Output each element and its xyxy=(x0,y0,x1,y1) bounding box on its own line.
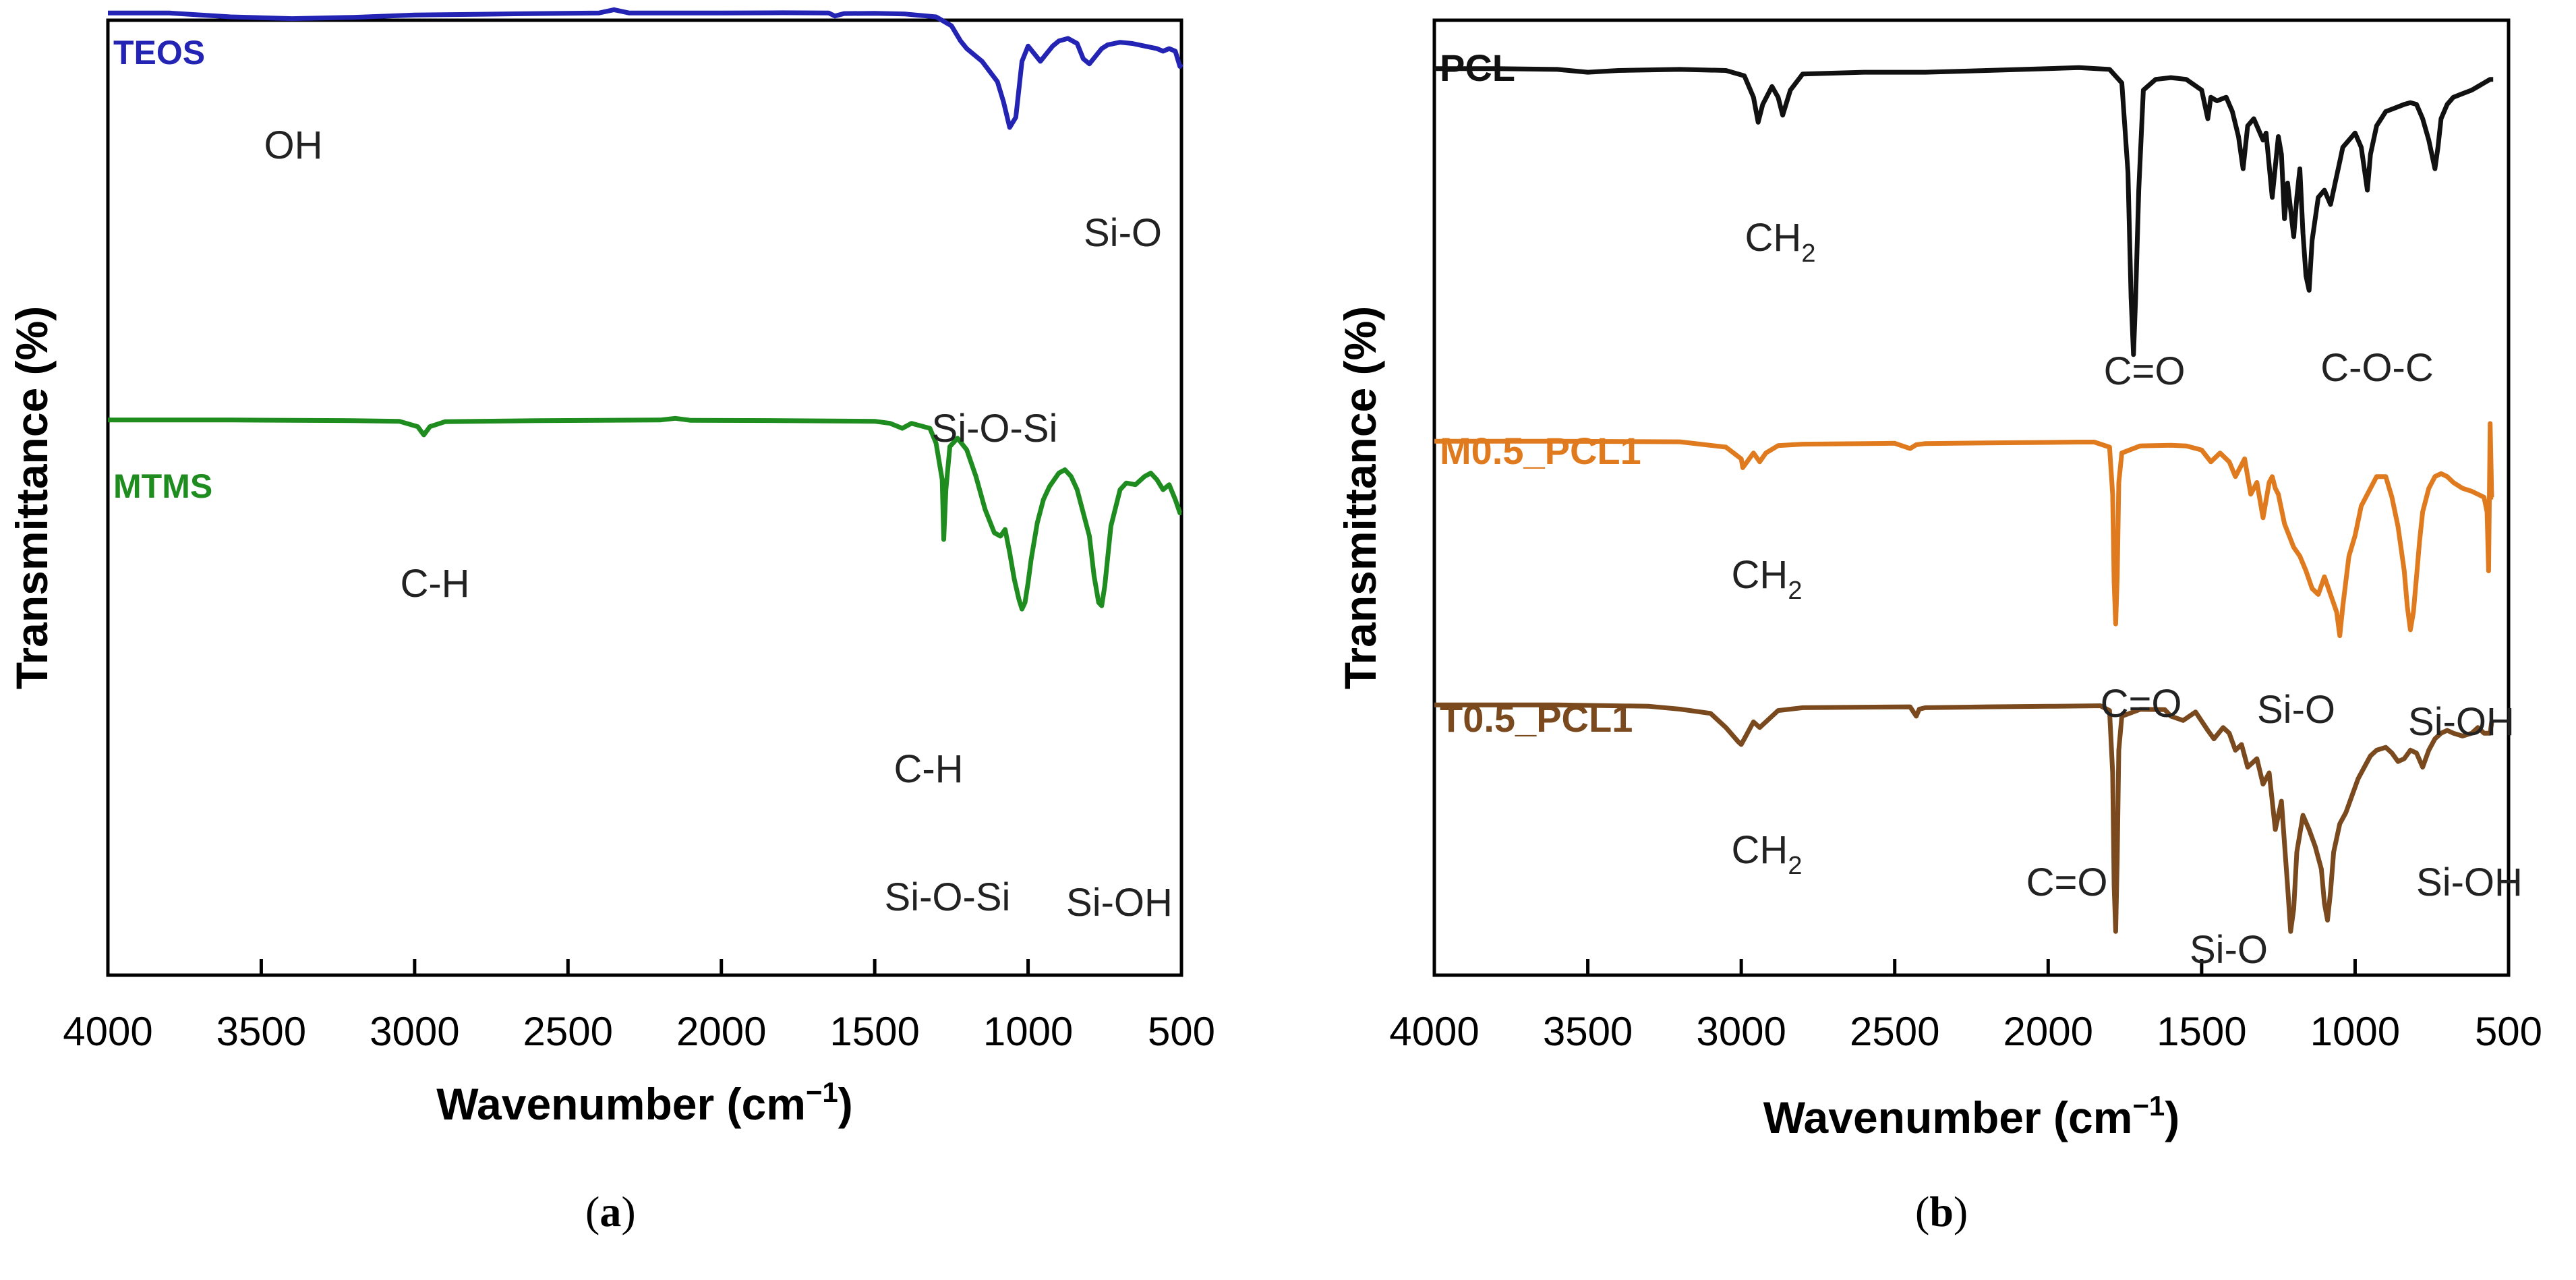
peak-annotation: C=O xyxy=(2101,682,2182,726)
panel-b-chart: 4000 3500 3000 2500 2000 1500 1000 500 Wavenumbe… xyxy=(1335,18,2542,1142)
peak-annotation: OH xyxy=(264,123,323,167)
series-line-m0-5-pcl1 xyxy=(1434,421,2494,639)
series-line-mtms xyxy=(108,415,1183,612)
y-axis-label: Transmittance (%) xyxy=(1335,306,1385,689)
series-line-teos xyxy=(108,7,1183,130)
y-axis-label: Transmittance (%) xyxy=(7,306,57,689)
series-label: MTMS xyxy=(113,467,212,505)
x-axis-label: Wavenumber (cm−1) xyxy=(1763,1090,2180,1142)
plot-frame xyxy=(1432,18,2511,977)
series-line-pcl xyxy=(1434,65,2494,357)
peak-annotation: CH2 xyxy=(1732,828,1803,880)
panel-label-a: (a) xyxy=(585,1188,636,1235)
x-tick-label: 2500 xyxy=(523,1009,613,1054)
x-tick-label: 2500 xyxy=(1850,1009,1939,1054)
x-tick-label: 3500 xyxy=(216,1009,306,1054)
peak-annotation: CH2 xyxy=(1745,216,1816,268)
peak-annotation: C-H xyxy=(400,562,469,606)
x-tick-label: 2000 xyxy=(2003,1009,2093,1054)
peak-annotation: Si-O xyxy=(2257,688,2335,732)
x-tick-label: 4000 xyxy=(63,1009,152,1054)
x-tick-label: 2000 xyxy=(676,1009,766,1054)
x-tick-label: 1500 xyxy=(829,1009,919,1054)
x-tick-label: 4000 xyxy=(1389,1009,1479,1054)
peak-annotation: C-H xyxy=(894,747,963,791)
peak-annotation: Si-OH xyxy=(1066,881,1173,925)
peak-annotation: Si-OH xyxy=(2408,700,2515,744)
peak-annotation: C=O xyxy=(2026,861,2108,904)
series-line-t0-5-pcl1 xyxy=(1434,702,2494,934)
series-label: PCL xyxy=(1440,47,1515,89)
peak-annotation: Si-O-Si xyxy=(885,875,1011,919)
series-label: TEOS xyxy=(113,34,205,71)
peak-annotation: Si-O-Si xyxy=(932,407,1058,450)
series-label: T0.5_PCL1 xyxy=(1440,697,1633,740)
x-tick-label: 3500 xyxy=(1543,1009,1633,1054)
x-tick-label: 3000 xyxy=(370,1009,459,1054)
peak-annotation: Si-O xyxy=(2190,928,2268,972)
x-tick-label: 3000 xyxy=(1696,1009,1786,1054)
peak-annotation: Si-O xyxy=(1084,211,1162,255)
panel-label-b: (b) xyxy=(1915,1188,1968,1235)
x-tick-label: 500 xyxy=(2475,1009,2542,1054)
x-tick-label: 1000 xyxy=(2310,1009,2400,1054)
peak-annotation: C-O-C xyxy=(2320,346,2434,390)
x-tick-label: 1000 xyxy=(983,1009,1073,1054)
panel-a-chart: 4000 3500 3000 2500 2000 1500 1000 500 Wavenumbe… xyxy=(7,7,1215,1129)
peak-annotation: Si-OH xyxy=(2416,861,2523,904)
plot-frame xyxy=(106,18,1183,977)
x-axis-label: Wavenumber (cm−1) xyxy=(436,1076,853,1129)
x-tick-label: 500 xyxy=(1148,1009,1215,1054)
x-tick-label: 1500 xyxy=(2157,1009,2246,1054)
series-label: M0.5_PCL1 xyxy=(1440,430,1641,472)
peak-annotation: CH2 xyxy=(1732,553,1803,605)
peak-annotation: C=O xyxy=(2104,349,2186,393)
